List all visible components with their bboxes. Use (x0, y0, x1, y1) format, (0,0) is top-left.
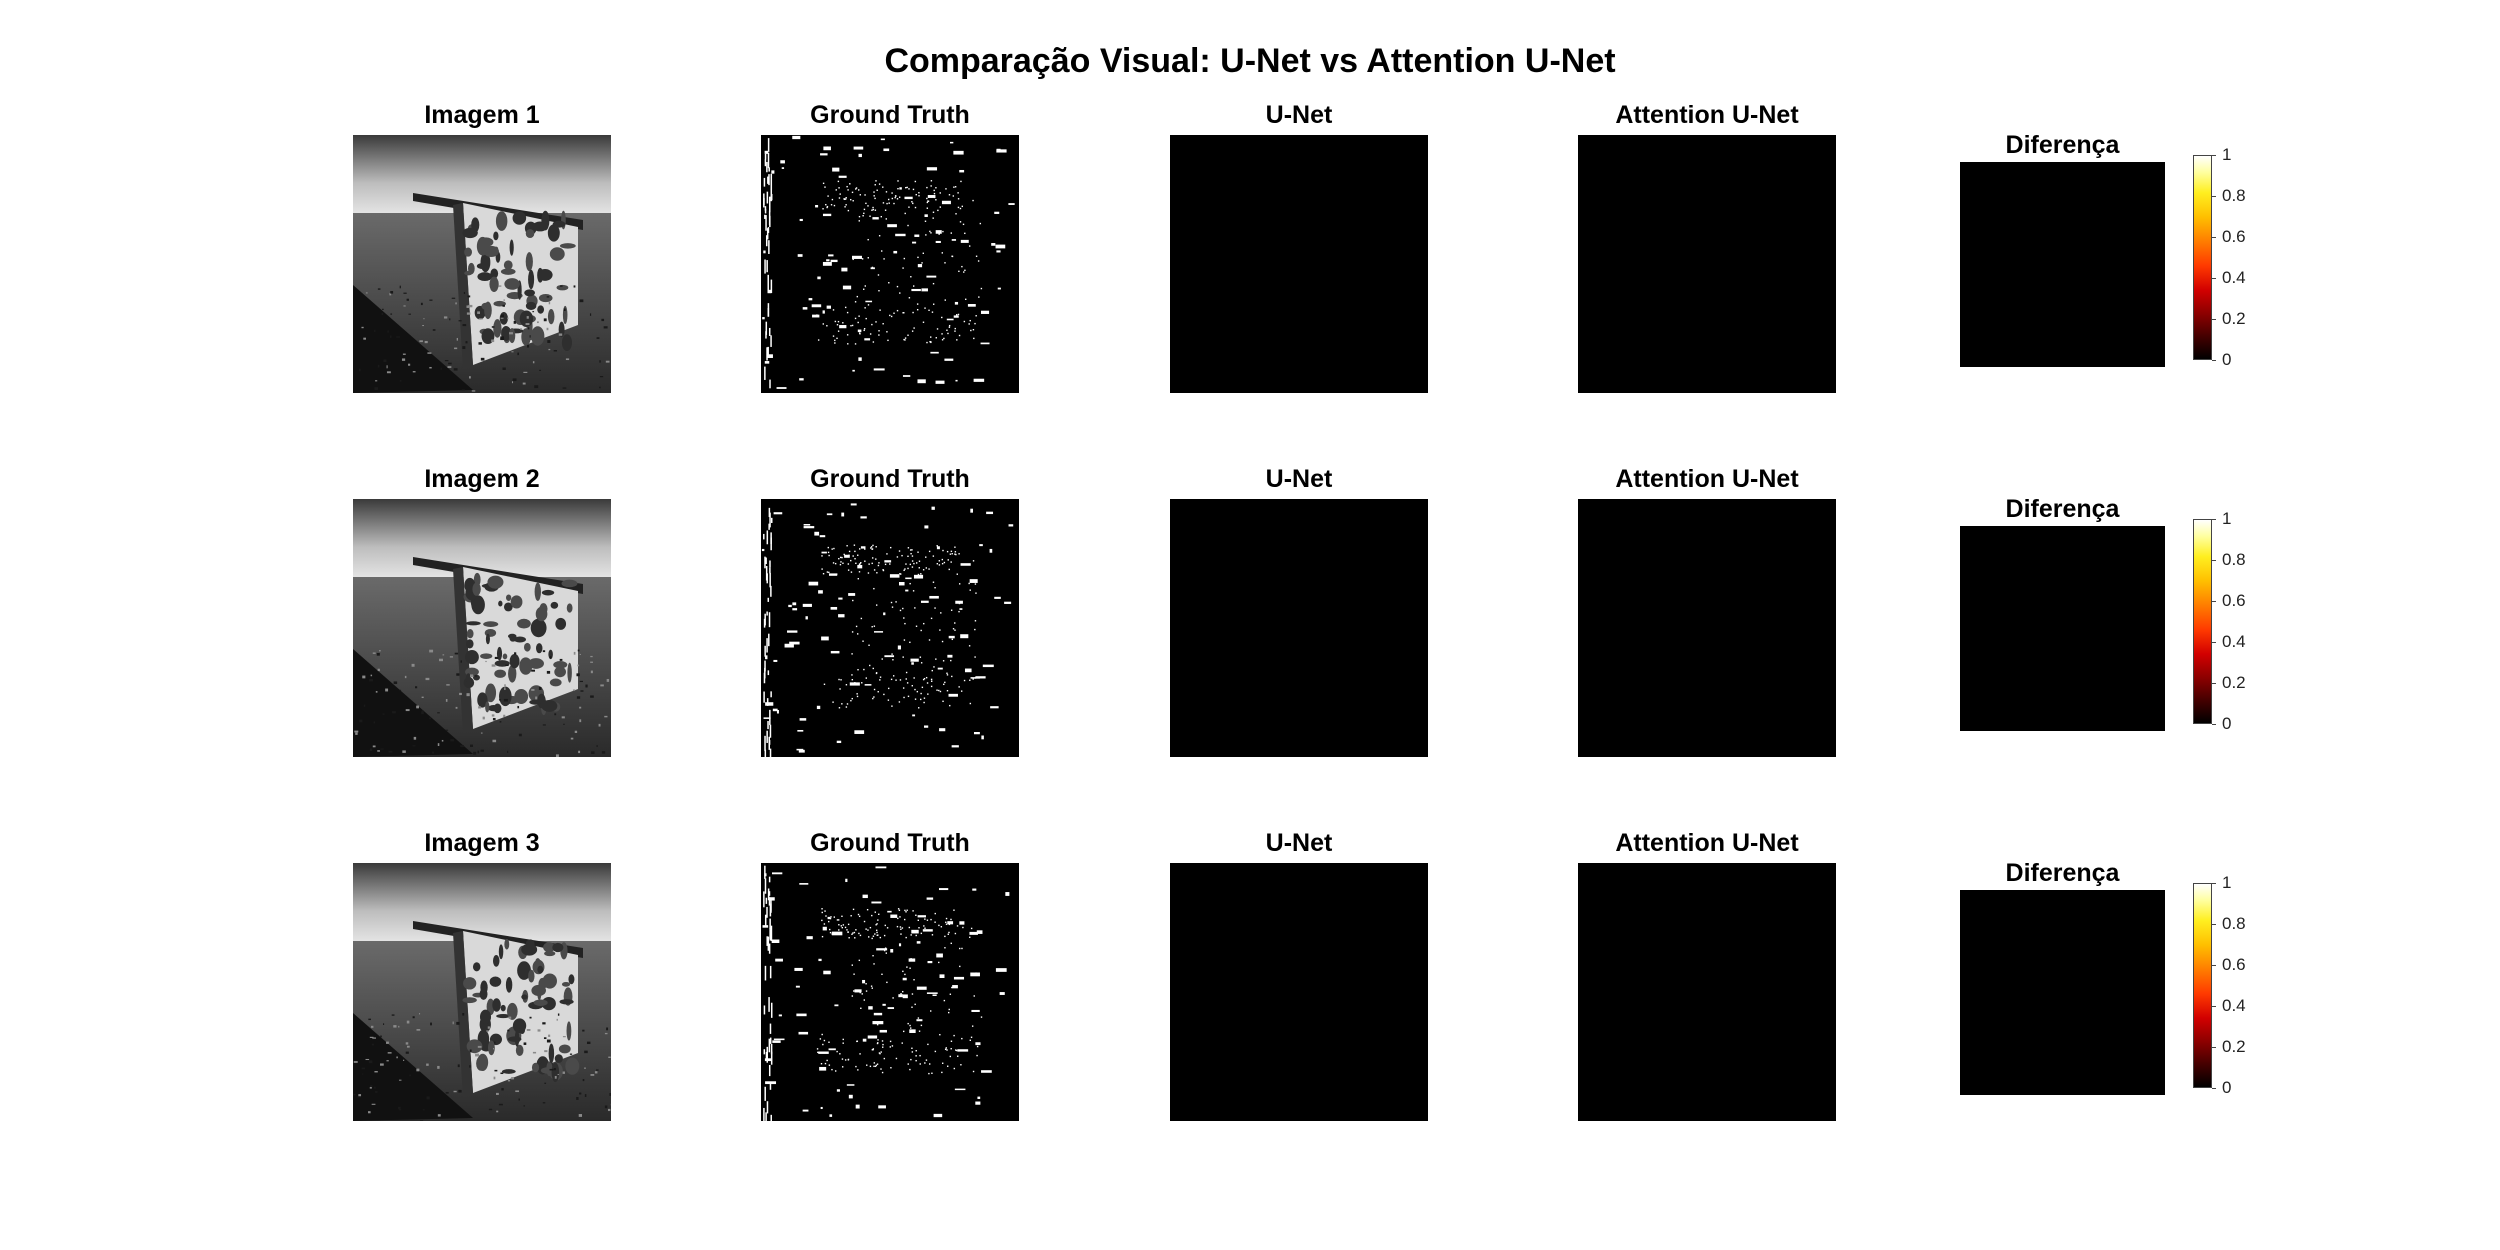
colorbar-tick-label: 0.6 (2222, 227, 2246, 246)
colorbar-tick-label: 0.4 (2222, 996, 2246, 1015)
photo-steel-beam (353, 863, 611, 1121)
colorbar-tick-mark (2212, 237, 2216, 238)
attention-unet-panel: Attention U-Net (1578, 465, 1836, 757)
unet-title: U-Net (1265, 829, 1333, 857)
attention-unet-prediction (1578, 135, 1836, 393)
unet-panel: U-Net (1170, 829, 1428, 1121)
colorbar-tick-label: 0 (2222, 714, 2232, 733)
attention-unet-prediction (1578, 863, 1836, 1121)
colorbar-tick-mark (2212, 560, 2216, 561)
colorbar-tick-label: 0.6 (2222, 955, 2246, 974)
unet-prediction (1170, 863, 1428, 1121)
colorbar-tick-mark (2212, 724, 2216, 725)
colorbar-tick-label: 0.8 (2222, 186, 2246, 205)
colorbar-tick-mark (2212, 1088, 2216, 1089)
ground-truth-panel: Ground Truth (761, 465, 1019, 757)
attention-unet-panel: Attention U-Net (1578, 829, 1836, 1121)
colorbar-tick-mark (2212, 196, 2216, 197)
unet-panel: U-Net (1170, 465, 1428, 757)
colorbar-tick-label: 0.6 (2222, 591, 2246, 610)
colorbar-tick-label: 0.2 (2222, 1037, 2246, 1056)
figure-row-2: Imagem 2 Ground Truth U-Net Attention U-… (0, 364, 2500, 757)
difference-title: Diferença (2005, 131, 2120, 159)
colorbar-tick-label: 0.2 (2222, 309, 2246, 328)
colorbar-tick-mark (2212, 278, 2216, 279)
colorbar-tick-label: 1 (2222, 509, 2232, 528)
attention-unet-title: Attention U-Net (1615, 465, 1799, 493)
figure-title: Comparação Visual: U-Net vs Attention U-… (884, 42, 1616, 80)
attention-unet-title: Attention U-Net (1615, 101, 1799, 129)
colorbar-tick-label: 1 (2222, 145, 2232, 164)
colorbar-tick-mark (2212, 965, 2216, 966)
difference-map: Diferença (1960, 859, 2165, 1095)
colorbar-tick-label: 0.8 (2222, 914, 2246, 933)
unet-title: U-Net (1265, 465, 1333, 493)
colorbar-tick-mark (2212, 924, 2216, 925)
colorbar-tick-label: 1 (2222, 873, 2232, 892)
input-image-title: Imagem 3 (424, 829, 540, 857)
colorbar-tick-mark (2212, 155, 2216, 156)
difference-title: Diferença (2005, 859, 2120, 887)
colorbar-tick-label: 0 (2222, 350, 2232, 369)
colorbar-tick-mark (2212, 360, 2216, 361)
colorbar-tick-label: 0.2 (2222, 673, 2246, 692)
colorbar-tick-mark (2212, 519, 2216, 520)
difference-map: Diferença (1960, 131, 2165, 367)
colorbar-tick-mark (2212, 1006, 2216, 1007)
colorbar-tick-label: 0.4 (2222, 268, 2246, 287)
unet-title: U-Net (1265, 101, 1333, 129)
colorbar-tick-mark (2212, 683, 2216, 684)
ground-truth-panel: Ground Truth (761, 829, 1019, 1121)
ground-truth-mask (761, 863, 1019, 1121)
input-image-panel: Imagem 3 (353, 829, 611, 1121)
input-image-title: Imagem 1 (424, 101, 540, 129)
colorbar-tick-label: 0 (2222, 1078, 2232, 1097)
attention-unet-title: Attention U-Net (1615, 829, 1799, 857)
unet-prediction (1170, 499, 1428, 757)
ground-truth-title: Ground Truth (810, 465, 970, 493)
attention-unet-panel: Attention U-Net (1578, 101, 1836, 393)
colorbar-tick-mark (2212, 883, 2216, 884)
difference-title: Diferença (2005, 495, 2120, 523)
ground-truth-title: Ground Truth (810, 829, 970, 857)
colorbar-tick-mark (2212, 1047, 2216, 1048)
input-image-title: Imagem 2 (424, 465, 540, 493)
figure-row-3: Imagem 3 Ground Truth U-Net Attention U-… (0, 728, 2500, 1121)
photo-steel-beam (353, 499, 611, 757)
difference-map: Diferença (1960, 495, 2165, 731)
colorbar (2193, 519, 2212, 724)
input-image-panel: Imagem 1 (353, 101, 611, 393)
colorbar-tick-mark (2212, 319, 2216, 320)
ground-truth-panel: Ground Truth (761, 101, 1019, 393)
photo-steel-beam (353, 135, 611, 393)
ground-truth-mask (761, 499, 1019, 757)
colorbar (2193, 883, 2212, 1088)
unet-prediction (1170, 135, 1428, 393)
attention-unet-prediction (1578, 499, 1836, 757)
colorbar-tick-mark (2212, 642, 2216, 643)
unet-panel: U-Net (1170, 101, 1428, 393)
colorbar-tick-label: 0.8 (2222, 550, 2246, 569)
colorbar-tick-label: 0.4 (2222, 632, 2246, 651)
input-image-panel: Imagem 2 (353, 465, 611, 757)
ground-truth-title: Ground Truth (810, 101, 970, 129)
colorbar-tick-mark (2212, 601, 2216, 602)
ground-truth-mask (761, 135, 1019, 393)
figure-row-1: Imagem 1 Ground Truth U-Net Attention U-… (0, 0, 2500, 393)
colorbar (2193, 155, 2212, 360)
